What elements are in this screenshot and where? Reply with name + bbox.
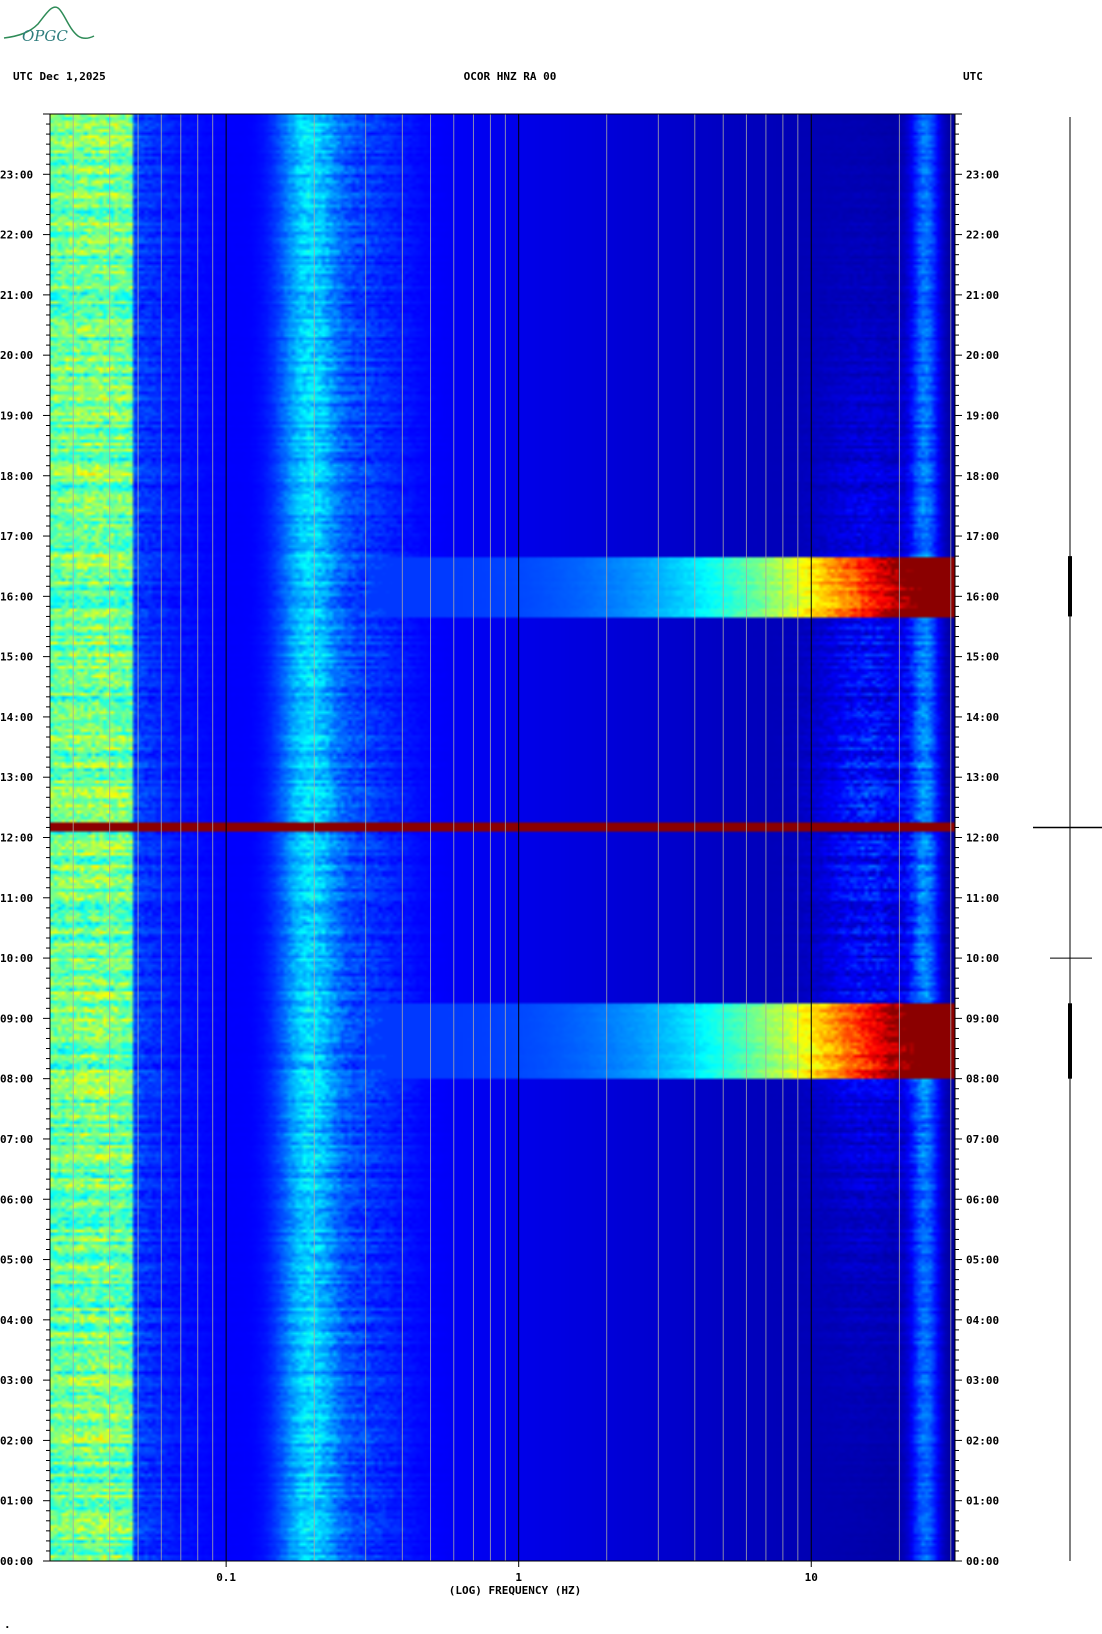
opgc-logo: OPGC xyxy=(3,6,95,45)
time-tick-label-left: 22:00 xyxy=(0,229,33,242)
spectrogram-plot xyxy=(50,114,955,1561)
time-tick-label-right: 08:00 xyxy=(966,1073,999,1086)
time-tick-label-right: 20:00 xyxy=(966,349,999,362)
freq-tick-label: 10 xyxy=(805,1571,818,1584)
time-axes: 00:00 00:00 01:00 01:00 02:00 02:00 03:00 03:00… xyxy=(0,113,999,1568)
time-tick-label-right: 09:00 xyxy=(966,1012,999,1025)
freq-tick-label: 0.1 xyxy=(216,1571,236,1584)
time-tick-label-right: 22:00 xyxy=(966,229,999,242)
time-tick-label-left: 07:00 xyxy=(0,1133,33,1146)
trace-burst xyxy=(1068,556,1072,617)
time-tick-label-left: 00:00 xyxy=(0,1555,33,1568)
time-tick-label-right: 01:00 xyxy=(966,1495,999,1508)
station-title: OCOR HNZ RA 00 xyxy=(464,70,557,83)
freq-tick-label: 1 xyxy=(515,1571,522,1584)
time-tick-label-right: 07:00 xyxy=(966,1133,999,1146)
time-tick-label-right: 04:00 xyxy=(966,1314,999,1327)
time-tick-label-right: 14:00 xyxy=(966,711,999,724)
time-tick-label-left: 03:00 xyxy=(0,1374,33,1387)
utc-label-right: UTC xyxy=(963,70,983,83)
time-tick-label-right: 21:00 xyxy=(966,289,999,302)
time-tick-label-left: 10:00 xyxy=(0,952,33,965)
time-tick-label-left: 23:00 xyxy=(0,168,33,181)
time-tick-label-right: 10:00 xyxy=(966,952,999,965)
time-tick-label-right: 19:00 xyxy=(966,409,999,422)
time-tick-label-right: 23:00 xyxy=(966,168,999,181)
time-tick-label-left: 17:00 xyxy=(0,530,33,543)
frequency-gridlines xyxy=(49,113,956,1562)
time-tick-label-left: 12:00 xyxy=(0,832,33,845)
spectrogram-image xyxy=(50,114,955,1561)
time-tick-label-right: 06:00 xyxy=(966,1193,999,1206)
time-tick-label-left: 02:00 xyxy=(0,1434,33,1447)
logo-text: OPGC xyxy=(22,27,68,45)
time-tick-label-right: 11:00 xyxy=(966,892,999,905)
date-label: UTC Dec 1,2025 xyxy=(13,70,106,83)
time-tick-label-left: 18:00 xyxy=(0,470,33,483)
time-tick-label-right: 15:00 xyxy=(966,651,999,664)
time-tick-label-left: 09:00 xyxy=(0,1012,33,1025)
time-tick-label-right: 05:00 xyxy=(966,1254,999,1267)
time-tick-label-left: 14:00 xyxy=(0,711,33,724)
time-tick-label-left: 15:00 xyxy=(0,651,33,664)
time-tick-label-right: 02:00 xyxy=(966,1434,999,1447)
time-tick-label-left: 11:00 xyxy=(0,892,33,905)
time-tick-label-right: 17:00 xyxy=(966,530,999,543)
trace-burst xyxy=(1068,1003,1072,1079)
time-tick-label-left: 19:00 xyxy=(0,409,33,422)
time-tick-label-right: 16:00 xyxy=(966,590,999,603)
time-tick-label-left: 13:00 xyxy=(0,771,33,784)
time-tick-label-left: 05:00 xyxy=(0,1254,33,1267)
footer-mark: . xyxy=(4,1618,11,1631)
time-tick-label-left: 04:00 xyxy=(0,1314,33,1327)
time-tick-label-right: 18:00 xyxy=(966,470,999,483)
time-tick-label-right: 03:00 xyxy=(966,1374,999,1387)
time-tick-label-right: 00:00 xyxy=(966,1555,999,1568)
time-tick-label-right: 13:00 xyxy=(966,771,999,784)
time-tick-label-left: 21:00 xyxy=(0,289,33,302)
seismogram-trace xyxy=(1033,117,1102,1561)
x-axis-label: (LOG) FREQUENCY (HZ) xyxy=(449,1584,581,1597)
time-tick-label-left: 16:00 xyxy=(0,590,33,603)
time-tick-label-left: 06:00 xyxy=(0,1193,33,1206)
time-tick-label-left: 01:00 xyxy=(0,1495,33,1508)
time-tick-label-left: 08:00 xyxy=(0,1073,33,1086)
frequency-axis: 0.1 1 10 xyxy=(216,1561,818,1584)
time-tick-label-left: 20:00 xyxy=(0,349,33,362)
time-tick-label-right: 12:00 xyxy=(966,832,999,845)
